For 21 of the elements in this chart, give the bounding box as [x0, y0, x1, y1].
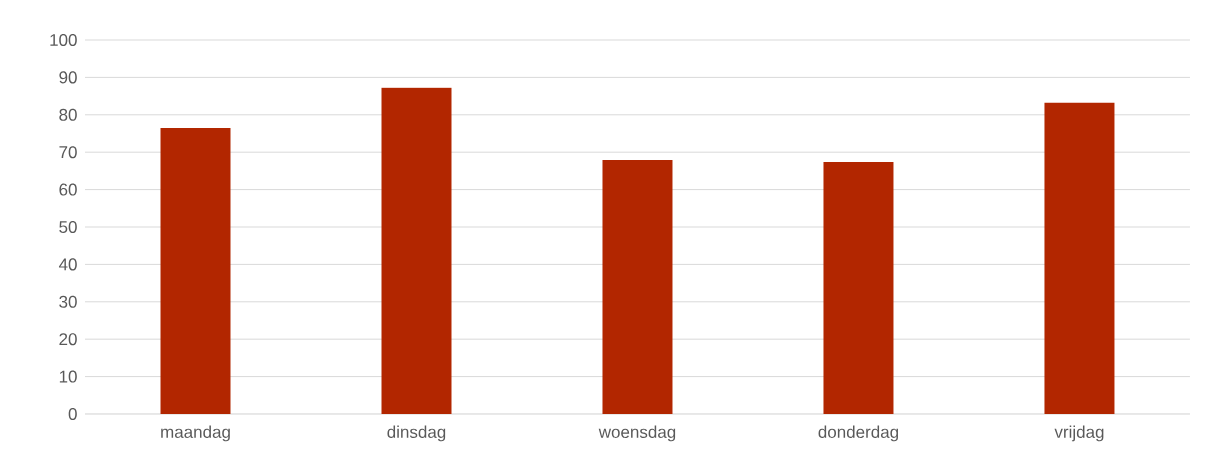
bar: [823, 161, 894, 414]
y-tick-label: 60: [59, 183, 77, 196]
bar: [602, 160, 673, 414]
x-tick-label: vrijdag: [1054, 425, 1104, 442]
y-tick-label: 70: [59, 146, 77, 159]
x-tick-label: dinsdag: [387, 425, 446, 442]
x-tick-label: maandag: [161, 425, 230, 442]
y-tick-label: 40: [58, 258, 77, 271]
bar: [1044, 102, 1115, 414]
y-tick-label: 0: [68, 407, 77, 421]
y-tick-label: 30: [59, 295, 77, 308]
y-tick-label: 50: [59, 220, 77, 234]
x-tick-label: woensdag: [598, 425, 676, 442]
bar: [381, 87, 452, 414]
bar: [160, 127, 231, 414]
y-tick-label: 80: [59, 108, 77, 121]
y-tick-label: 90: [59, 71, 77, 84]
y-tick-label: 20: [59, 333, 77, 346]
y-tick-label: 10: [59, 370, 77, 383]
x-tick-label: donderdag: [818, 425, 899, 442]
y-tick-label: 100: [50, 33, 77, 47]
